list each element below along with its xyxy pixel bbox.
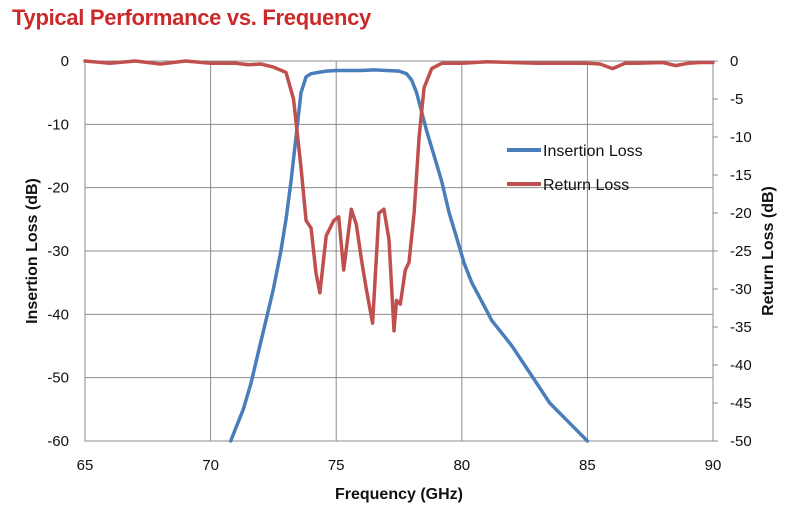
series-line-insertion-loss (228, 68, 590, 443)
y-right-tick-label: -45 (730, 395, 752, 412)
chart-title: Typical Performance vs. Frequency (12, 5, 371, 30)
x-tick-label: 85 (579, 457, 596, 474)
y-axis-right-ticks: 0 -5 -10 -15 -20 -25 -30 -35 -40 -45 -50 (713, 53, 752, 450)
legend: Insertion Loss Return Loss (507, 143, 643, 194)
y-left-tick-label: -20 (47, 180, 69, 197)
x-tick-label: 65 (77, 457, 94, 474)
x-tick-label: 70 (202, 457, 219, 474)
y-right-tick-label: -20 (730, 205, 752, 222)
y-right-tick-label: 0 (730, 53, 738, 70)
y-axis-right-label: Return Loss (dB) (760, 186, 777, 316)
y-left-tick-label: 0 (61, 53, 69, 70)
legend-label-return-loss: Return Loss (543, 177, 629, 194)
y-right-tick-label: -30 (730, 281, 752, 298)
y-left-tick-label: -60 (47, 433, 69, 450)
x-tick-label: 75 (328, 457, 345, 474)
series-line-return-loss (83, 59, 715, 333)
y-left-tick-label: -40 (47, 306, 69, 323)
y-right-tick-label: -25 (730, 243, 752, 260)
y-right-tick-label: -40 (730, 357, 752, 374)
y-right-tick-label: -10 (730, 129, 752, 146)
y-left-tick-label: -50 (47, 370, 69, 387)
y-left-tick-label: -10 (47, 116, 69, 133)
x-tick-label: 80 (453, 457, 470, 474)
x-axis-label: Frequency (GHz) (335, 486, 463, 503)
chart-grid (85, 61, 713, 441)
y-right-tick-label: -35 (730, 319, 752, 336)
y-left-tick-label: -30 (47, 243, 69, 260)
y-right-tick-label: -50 (730, 433, 752, 450)
y-right-tick-label: -15 (730, 167, 752, 184)
y-axis-left-ticks: 0 -10 -20 -30 -40 -50 -60 (47, 53, 69, 450)
legend-label-insertion-loss: Insertion Loss (543, 143, 643, 160)
series-group (83, 59, 715, 443)
x-axis-ticks: 65 70 75 80 85 90 (77, 457, 722, 474)
x-tick-label: 90 (705, 457, 722, 474)
y-right-tick-label: -5 (730, 91, 743, 108)
y-axis-left-label: Insertion Loss (dB) (24, 178, 41, 324)
